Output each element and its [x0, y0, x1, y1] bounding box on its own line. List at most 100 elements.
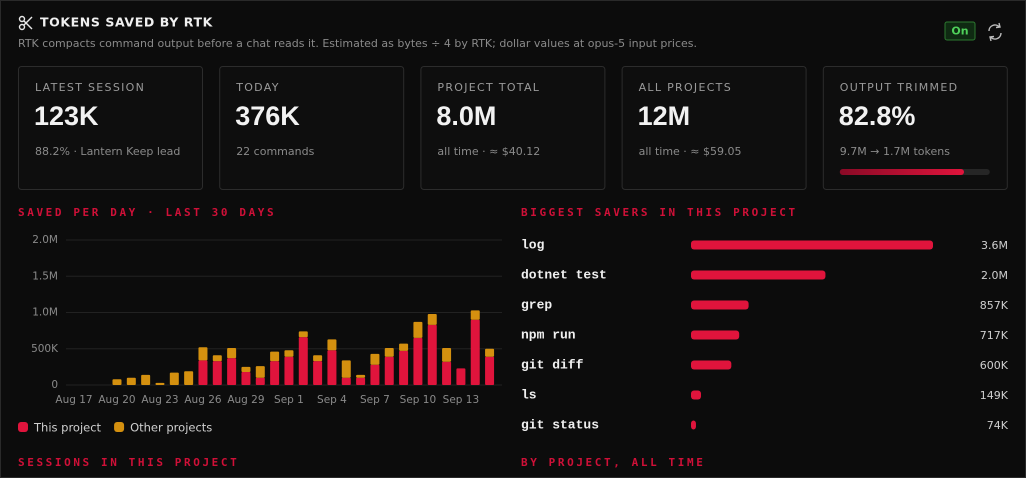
card-value: 8.0M	[436, 101, 496, 131]
card-value: 376K	[235, 101, 300, 131]
bar-segment	[270, 361, 280, 385]
bar-segment	[370, 364, 380, 385]
bar-segment	[227, 358, 237, 385]
bar	[691, 360, 732, 370]
bar	[691, 270, 826, 280]
bar-segment	[442, 348, 452, 362]
bar-segment	[270, 351, 280, 362]
bar-segment	[413, 337, 423, 385]
bar-segment	[427, 324, 437, 385]
bar-segment	[198, 360, 208, 385]
bar-segment	[384, 356, 394, 385]
bar-segment	[356, 377, 366, 385]
bar-segment	[313, 355, 323, 362]
stat-card	[420, 66, 606, 190]
bar-segment	[184, 371, 194, 385]
bar-segment	[227, 348, 237, 359]
bar-segment	[427, 313, 437, 325]
bar-segment	[456, 368, 466, 385]
bar-segment	[485, 356, 495, 385]
x-tick-label: Sep 10	[400, 394, 437, 406]
category-label: ls	[521, 387, 537, 402]
bar-segment	[341, 377, 351, 385]
x-tick-label: Aug 26	[184, 394, 222, 406]
bar-segment	[212, 361, 222, 385]
bar	[691, 240, 933, 250]
card-value: 123K	[34, 101, 99, 131]
value-label: 717K	[980, 329, 1009, 342]
bar-segment	[399, 350, 409, 385]
value-label: 600K	[980, 359, 1009, 372]
value-label: 74K	[987, 419, 1009, 432]
category-label: dotnet test	[521, 267, 607, 282]
section-title: BY PROJECT, ALL TIME	[521, 456, 705, 469]
section-title: SESSIONS IN THIS PROJECT	[18, 456, 239, 469]
bar	[691, 420, 696, 430]
x-tick-label: Aug 20	[98, 394, 135, 406]
bar-segment	[370, 353, 380, 365]
card-sub: all time · ≈ $40.12	[437, 145, 540, 158]
bar-segment	[470, 319, 480, 385]
value-label: 857K	[980, 299, 1009, 312]
bar-segment	[126, 377, 136, 385]
toggle[interactable]	[944, 21, 976, 41]
x-tick-label: Aug 23	[141, 394, 178, 406]
subtitle: RTK compacts command output before a cha…	[18, 37, 697, 50]
bar	[691, 300, 749, 310]
section-title: SAVED PER DAY · LAST 30 DAYS	[18, 206, 276, 219]
category-label: log	[521, 237, 545, 252]
bar-segment	[112, 379, 122, 385]
card-label: LATEST SESSION	[35, 81, 145, 94]
bar-segment	[198, 347, 208, 361]
bar-segment	[327, 350, 337, 385]
y-tick-label: 2.0M	[32, 234, 58, 246]
bar	[691, 330, 740, 340]
x-tick-label: Sep 13	[443, 394, 480, 406]
y-tick-label: 1.5M	[32, 270, 58, 282]
bar-segment	[255, 366, 265, 378]
bar-segment	[284, 350, 294, 357]
bar-segment	[169, 372, 179, 385]
card-sub: all time · ≈ $59.05	[639, 145, 742, 158]
bar-segment	[155, 382, 165, 385]
x-tick-label: Sep 7	[360, 394, 390, 406]
category-label: grep	[521, 297, 552, 312]
stat-card	[18, 66, 203, 190]
x-tick-label: Sep 1	[274, 394, 304, 406]
toggle-label[interactable]: On	[951, 25, 968, 38]
card-label: OUTPUT TRIMMED	[840, 81, 959, 94]
y-tick-label: 0	[51, 379, 58, 391]
legend-label: This project	[33, 421, 102, 435]
bar-segment	[241, 371, 251, 385]
stat-card	[621, 66, 807, 190]
legend-swatch	[114, 422, 125, 432]
bar-segment	[212, 355, 222, 362]
card-value: 82.8%	[839, 101, 916, 131]
bar-segment	[442, 361, 452, 385]
bar-segment	[356, 374, 366, 378]
card-sub: 22 commands	[236, 145, 314, 158]
scissors-icon	[18, 15, 33, 31]
title: TOKENS SAVED BY RTK	[40, 15, 214, 30]
bar-segment	[298, 337, 308, 385]
progress-bar	[839, 169, 964, 175]
card-value: 12M	[638, 101, 691, 131]
card-sub: 9.7M → 1.7M tokens	[840, 145, 950, 158]
stat-card	[822, 66, 1008, 190]
card-label: PROJECT TOTAL	[437, 81, 540, 94]
x-tick-label: Sep 4	[317, 394, 347, 406]
bar-segment	[298, 331, 308, 338]
card-label: ALL PROJECTS	[639, 81, 732, 94]
bar-segment	[399, 343, 409, 351]
x-tick-label: Aug 29	[227, 394, 264, 406]
bar	[691, 390, 702, 400]
legend-swatch	[18, 422, 28, 432]
category-label: git status	[521, 417, 599, 432]
value-label: 149K	[980, 389, 1009, 402]
bar-segment	[241, 366, 251, 372]
refresh-icon[interactable]	[988, 22, 1002, 42]
stat-card	[219, 66, 405, 190]
bar-segment	[384, 348, 394, 357]
card-label: TODAY	[235, 81, 280, 94]
